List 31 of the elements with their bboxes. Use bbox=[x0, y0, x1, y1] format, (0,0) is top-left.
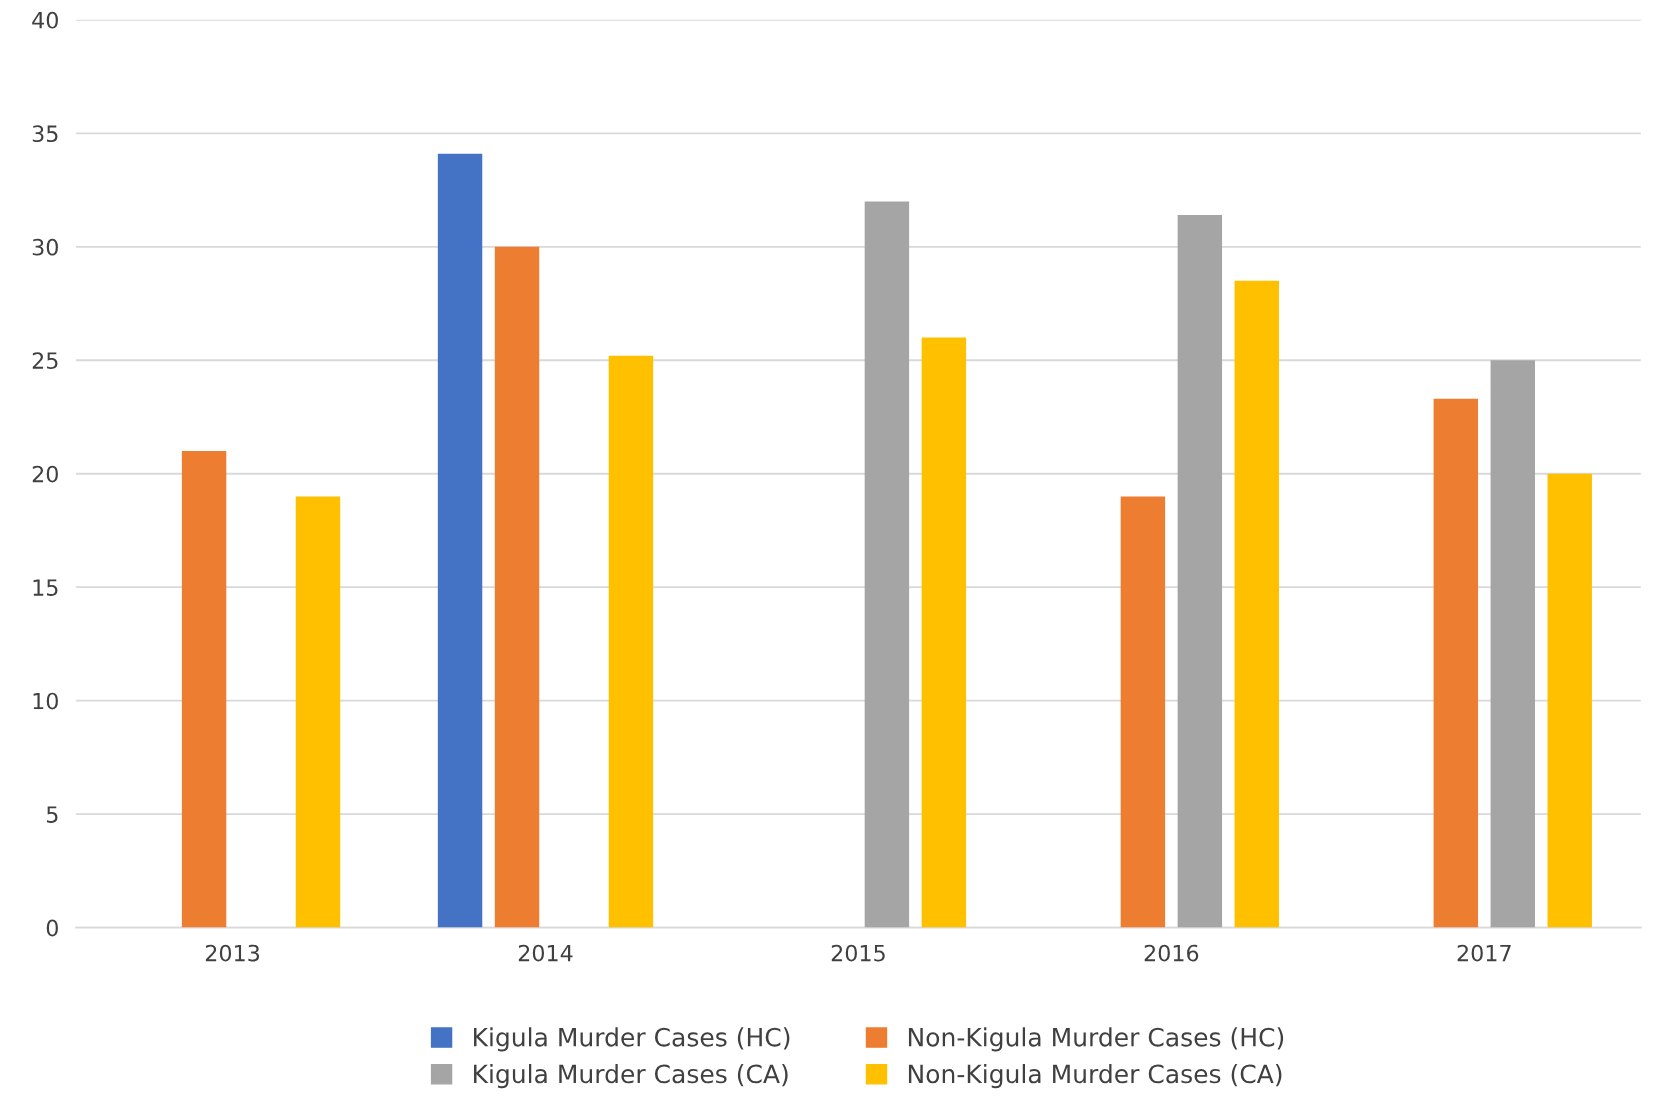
legend-label: Kigula Murder Cases (HC) bbox=[474, 1027, 790, 1052]
x-tick-label: 2014 bbox=[518, 944, 573, 962]
x-tick-label: 2016 bbox=[1144, 944, 1199, 962]
y-tick-label: 15 bbox=[33, 579, 58, 596]
bar bbox=[608, 355, 654, 928]
bar bbox=[1490, 360, 1535, 928]
bar bbox=[1547, 473, 1592, 928]
bar bbox=[181, 451, 227, 928]
legend-label: Kigula Murder Cases (CA) bbox=[474, 1063, 788, 1089]
y-tick-label: 30 bbox=[32, 238, 58, 256]
y-tick-label: 25 bbox=[32, 352, 58, 370]
x-tick-label: 2013 bbox=[205, 944, 260, 962]
legend-label: Non-Kigula Murder Cases (HC) bbox=[908, 1027, 1284, 1052]
bar bbox=[1433, 398, 1479, 928]
y-tick-label: 40 bbox=[32, 11, 58, 29]
y-tick-label: 35 bbox=[32, 125, 58, 143]
y-tick-label: 5 bbox=[46, 806, 58, 823]
bar bbox=[1177, 215, 1223, 928]
x-tick-label: 2015 bbox=[831, 944, 885, 962]
bar bbox=[921, 337, 967, 928]
y-tick-label: 20 bbox=[32, 465, 58, 483]
bar bbox=[1234, 280, 1280, 928]
y-tick-label: 0 bbox=[46, 919, 58, 937]
bar bbox=[1120, 496, 1166, 928]
x-tick-label: 2017 bbox=[1457, 944, 1511, 962]
legend-label: Non-Kigula Murder Cases (CA) bbox=[908, 1063, 1282, 1089]
bar bbox=[494, 246, 540, 928]
bar bbox=[437, 153, 483, 928]
bar bbox=[295, 496, 341, 928]
y-tick-label: 10 bbox=[33, 692, 58, 710]
bar bbox=[864, 201, 910, 928]
